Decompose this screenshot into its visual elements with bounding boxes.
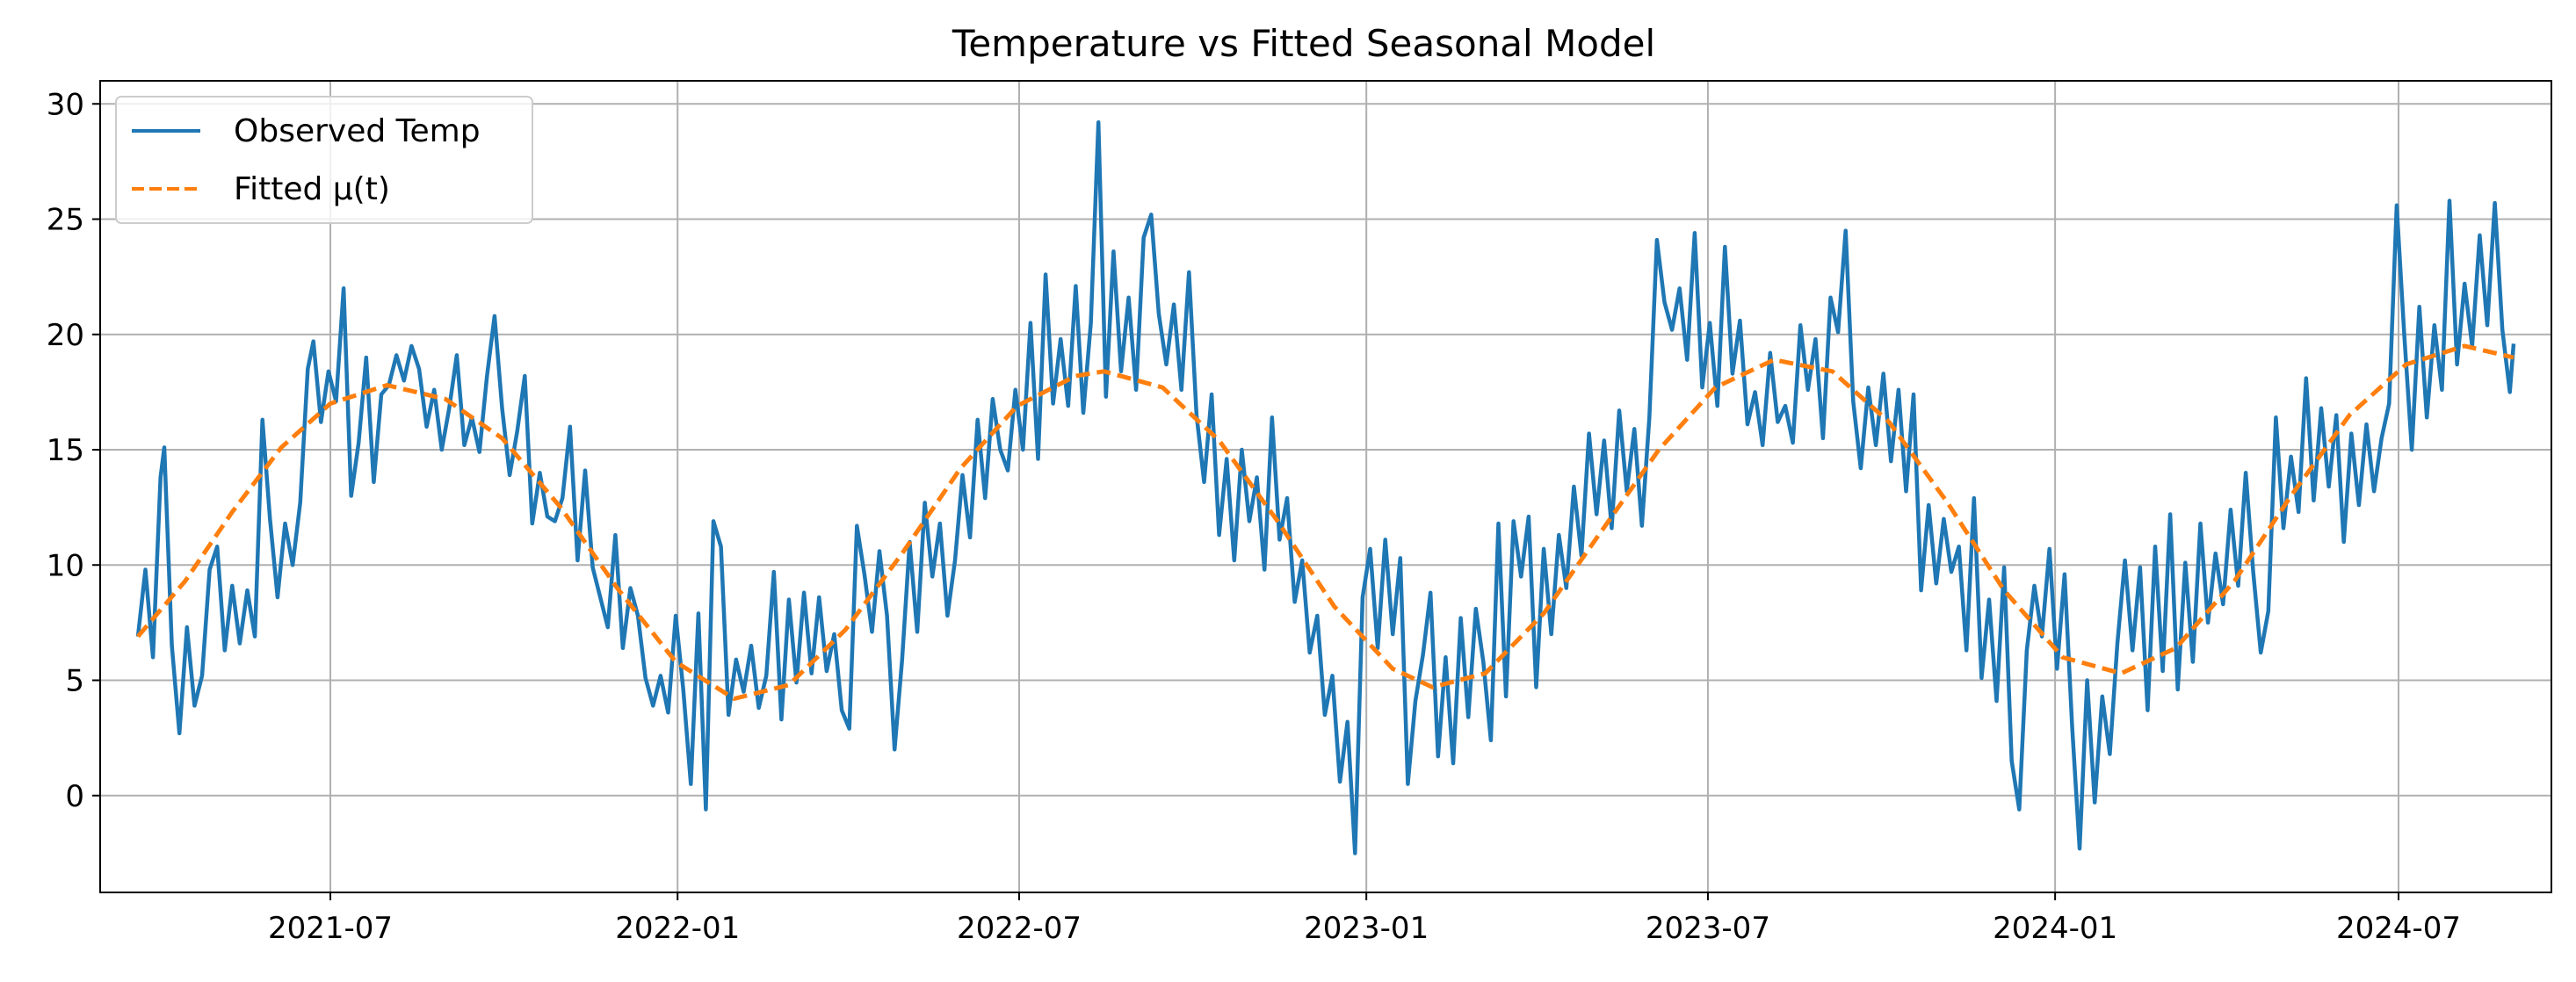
series-layer bbox=[135, 120, 2516, 856]
y-tick-label: 25 bbox=[47, 203, 84, 238]
x-tick-label: 2024-07 bbox=[2336, 911, 2461, 946]
x-tick-label: 2024-01 bbox=[1993, 911, 2117, 946]
legend-label-observed: Observed Temp bbox=[234, 113, 481, 149]
x-tick-label: 2023-01 bbox=[1304, 911, 1429, 946]
series-line-observed bbox=[135, 120, 2516, 856]
series-line-fitted bbox=[136, 343, 2514, 701]
y-tick-label: 30 bbox=[47, 87, 84, 122]
x-tick-label: 2023-07 bbox=[1646, 911, 1770, 946]
x-tick-label: 2022-07 bbox=[957, 911, 1082, 946]
x-tick-label: 2022-01 bbox=[615, 911, 740, 946]
y-tick-label: 5 bbox=[65, 664, 84, 699]
legend-frame bbox=[115, 96, 533, 224]
y-tick-label: 0 bbox=[65, 779, 84, 814]
chart-title: Temperature vs Fitted Seasonal Model bbox=[952, 22, 1655, 65]
y-tick-label: 10 bbox=[47, 548, 84, 583]
y-tick-label: 15 bbox=[47, 433, 84, 468]
legend: Observed Temp Fitted μ(t) bbox=[115, 96, 533, 224]
x-tick-label: 2021-07 bbox=[268, 911, 393, 946]
y-tick-label: 20 bbox=[47, 318, 84, 353]
legend-label-fitted: Fitted μ(t) bbox=[234, 171, 390, 207]
axis-layer: 0 5 10 15 20 25 30 2021-07 2022-01 2022-07 2023-01… bbox=[47, 87, 2461, 946]
plot-area-frame bbox=[99, 80, 2552, 893]
